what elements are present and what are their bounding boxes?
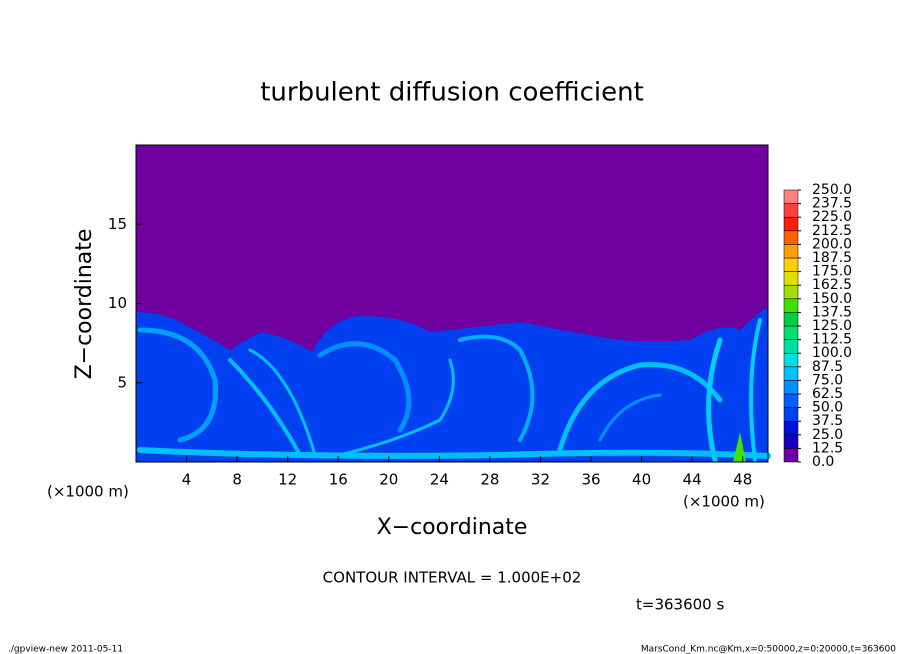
annotation: CONTOUR INTERVAL = 1.000E+02 [323,569,582,587]
x-tick-label: 8 [232,471,242,489]
colorbar-label: 62.5 [812,386,843,402]
y-tick-label: 15 [108,215,127,233]
colorbar-label: 187.5 [812,250,852,266]
colorbar-label: 0.0 [812,454,834,470]
x-tick-label: 16 [329,471,348,489]
colorbar-bin [783,244,799,259]
colorbar-bin [783,325,799,340]
y-axis-label: Z−coordinate [72,229,97,380]
colorbar-label: 75.0 [812,372,843,388]
colorbar-label: 87.5 [812,359,843,375]
x-tick-label: 12 [278,471,297,489]
colorbar-label: 212.5 [812,223,852,239]
colorbar-label: 37.5 [812,413,843,429]
colorbar-bin [783,352,799,368]
colorbar-bin [783,230,799,245]
colorbar-bin [783,420,799,436]
colorbar-bin [783,434,799,449]
colorbar-bin [783,448,799,463]
x-axis-label: X−coordinate [377,515,528,540]
footer: ./gpview-new 2011-05-11 [8,645,123,654]
field [135,144,771,463]
colorbar-label: 175.0 [812,264,852,280]
colorbar-label: 112.5 [812,332,852,348]
colorbar-bin [783,257,799,272]
peak [733,432,746,462]
colorbar-bin [783,271,799,286]
x-unit-label: (×1000 m) [683,493,765,511]
colorbar-label: 125.0 [812,318,852,334]
colorbar-label: 150.0 [812,291,852,307]
colorbar-bin [783,284,799,300]
colorbar-label: 250.0 [812,182,852,198]
colorbar-bin [783,189,799,204]
swirls [137,318,771,463]
annotation: t=363600 s [636,596,724,614]
colorbar-bin [783,366,799,381]
x-tick-label: 36 [581,471,600,489]
x-tick-label: 24 [430,471,449,489]
colorbar-label: 50.0 [812,400,843,416]
y-tick-label: 10 [108,294,127,312]
footer: MarsCond_Km.nc@Km,x=0:50000,z=0:20000,t=… [641,645,896,654]
colorbar-label: 162.5 [812,277,852,293]
colorbar-bin [783,203,799,218]
chart-title: turbulent diffusion coefficient [260,78,644,108]
x-tick-label: 40 [632,471,651,489]
colorbar-label: 237.5 [812,196,852,212]
colorbar-bin [783,380,799,395]
colorbar-label: 100.0 [812,345,852,361]
colorbar-bin [783,393,799,408]
colorbar-label: 12.5 [812,440,843,456]
colorbar-bin [783,407,799,422]
colorbar-bin [783,216,799,232]
colorbar-label: 225.0 [812,209,852,225]
x-tick-label: 20 [379,471,398,489]
x-tick-label: 44 [683,471,702,489]
x-tick-label: 48 [733,471,752,489]
colorbar-label: 137.5 [812,304,852,320]
colorbar-label: 200.0 [812,236,852,252]
x-tick-label: 32 [531,471,550,489]
colorbar-bin [783,312,799,327]
colorbar-label: 25.0 [812,427,843,443]
x-tick-label: 4 [182,471,192,489]
colorbar-bin [783,339,799,354]
x-tick-label: 28 [480,471,499,489]
colorbar-bin [783,298,799,313]
x-unit-label: (×1000 m) [47,483,129,501]
y-tick-label: 5 [117,373,127,391]
